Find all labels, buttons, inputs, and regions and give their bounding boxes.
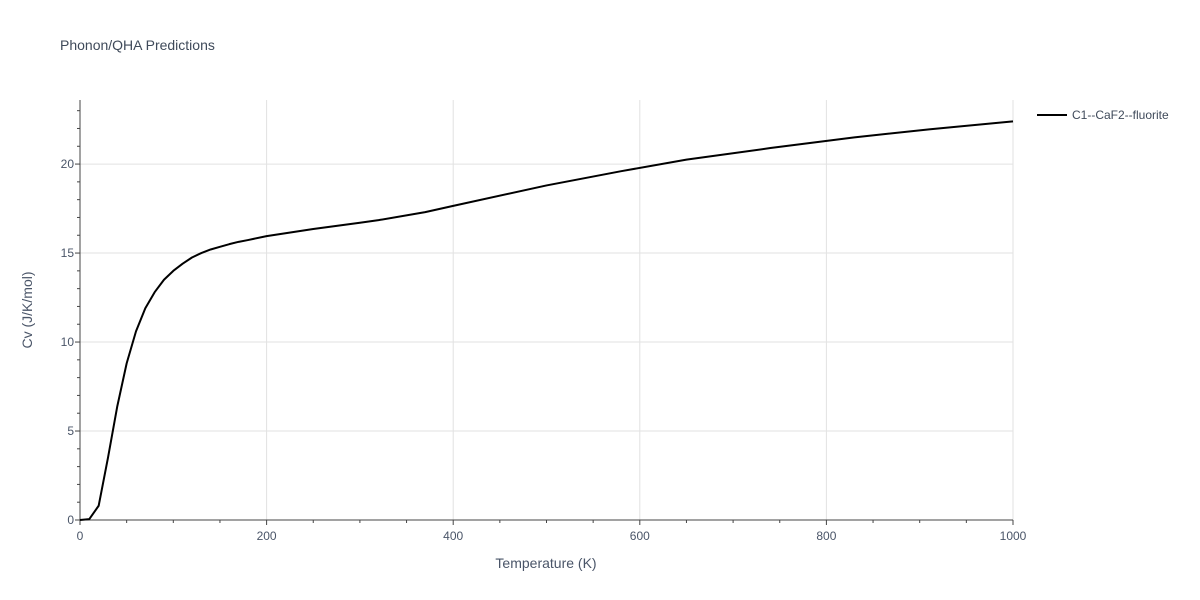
y-tick-label: 20 — [61, 157, 75, 171]
legend-label: C1--CaF2--fluorite — [1072, 108, 1169, 122]
x-tick-label: 1000 — [1000, 529, 1027, 543]
chart-title: Phonon/QHA Predictions — [60, 37, 215, 53]
y-tick-label: 0 — [67, 513, 74, 527]
y-axis-title: Cv (J/K/mol) — [19, 272, 35, 349]
x-tick-label: 400 — [443, 529, 463, 543]
x-tick-label: 800 — [816, 529, 836, 543]
y-tick-label: 15 — [61, 246, 75, 260]
y-tick-label: 10 — [61, 335, 75, 349]
y-tick-label: 5 — [67, 424, 74, 438]
x-tick-label: 600 — [630, 529, 650, 543]
x-axis-title: Temperature (K) — [495, 555, 596, 571]
legend[interactable]: C1--CaF2--fluorite — [1037, 108, 1169, 122]
series-line-0[interactable] — [79, 120, 1014, 521]
x-tick-label: 200 — [257, 529, 277, 543]
axes-layer: 0 200 400 600 800 1000 0 5 10 15 20 — [61, 100, 1027, 543]
x-tick-label: 0 — [77, 529, 84, 543]
series-layer — [79, 120, 1014, 521]
grid-layer — [80, 100, 1014, 520]
